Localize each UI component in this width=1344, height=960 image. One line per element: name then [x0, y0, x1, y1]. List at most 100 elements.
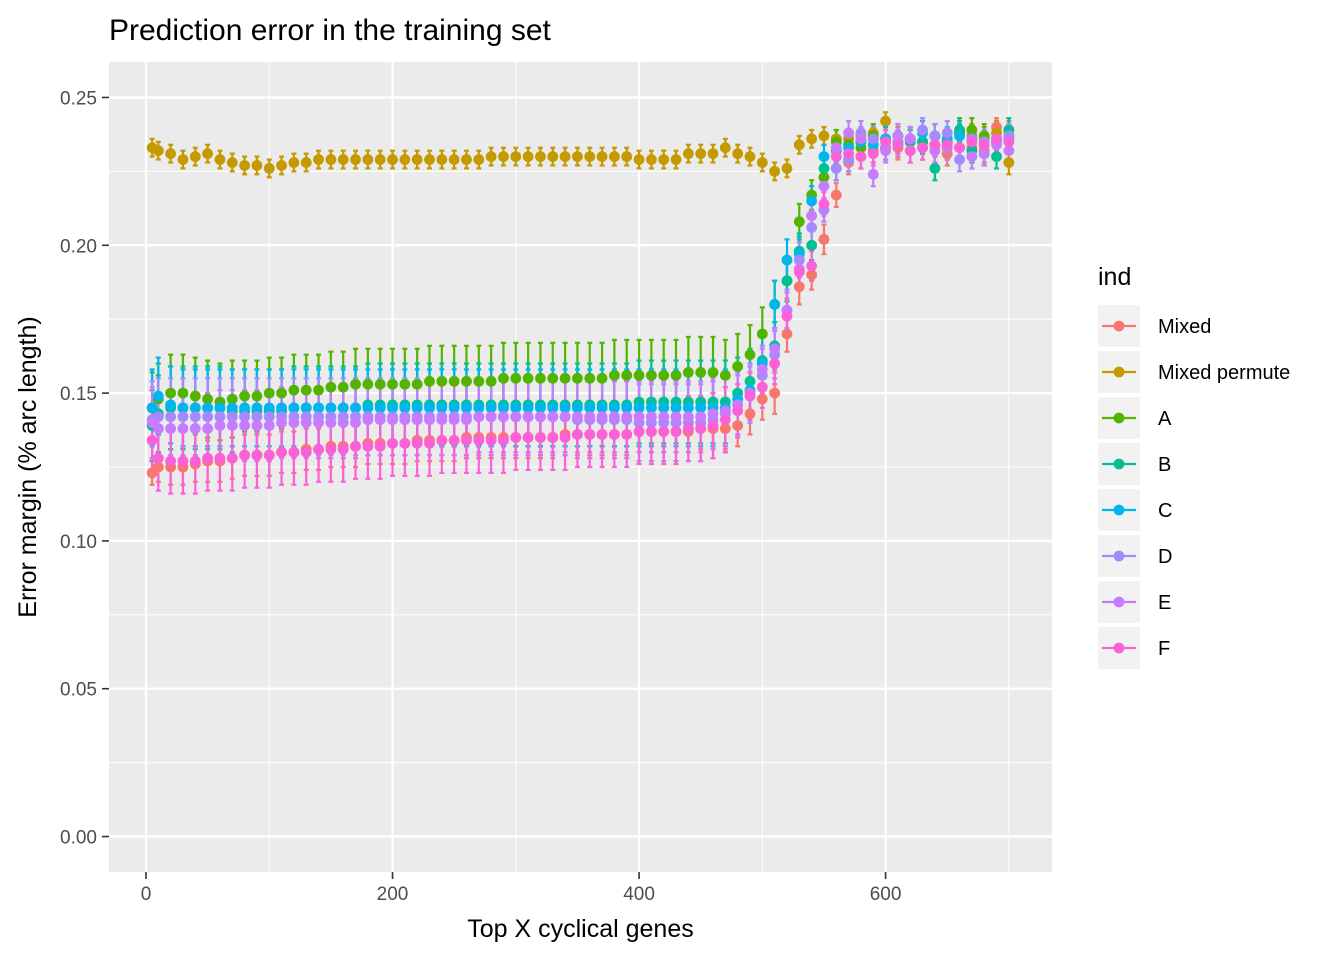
point-e [608, 411, 620, 423]
point-e [510, 411, 522, 423]
point-a [362, 378, 374, 390]
point-f [239, 449, 250, 461]
point-f [152, 452, 164, 464]
point-a [756, 328, 768, 340]
point-c [806, 195, 818, 207]
point-e [251, 420, 263, 432]
point-e [350, 417, 361, 429]
point-c [399, 402, 411, 414]
point-f [756, 381, 768, 393]
point-d [202, 411, 214, 423]
point-f [645, 426, 657, 437]
point-a [535, 372, 546, 384]
point-f [880, 136, 891, 148]
point-d [867, 133, 879, 145]
legend-key-point [1113, 412, 1125, 424]
point-mixed-permute [325, 154, 337, 165]
point-d [929, 130, 941, 142]
point-e [670, 411, 682, 423]
point-a [522, 372, 534, 384]
point-c [177, 402, 189, 414]
point-mixed-permute [608, 151, 620, 162]
point-f [892, 139, 904, 151]
point-c [461, 402, 472, 414]
point-a [707, 367, 719, 378]
point-c [436, 402, 448, 414]
point-e [374, 414, 386, 426]
point-c [695, 402, 707, 414]
point-f [189, 455, 201, 467]
point-c [670, 402, 682, 414]
point-mixed-permute [461, 154, 472, 165]
point-c [288, 402, 300, 414]
point-e [806, 210, 818, 222]
point-f [559, 432, 571, 443]
legend-label: A [1158, 408, 1172, 430]
y-tick-labels: 0.00 0.05 0.10 0.15 0.20 0.25 [60, 88, 97, 848]
point-c [300, 402, 312, 414]
point-a [313, 384, 324, 396]
point-e [830, 142, 842, 154]
point-mixed-permute [596, 151, 608, 162]
point-e [658, 411, 670, 423]
point-e [559, 411, 571, 423]
point-e [473, 411, 485, 423]
point-f [608, 429, 620, 440]
point-mixed-permute [288, 157, 300, 168]
y-tick-label: 0.00 [60, 828, 97, 849]
point-c [781, 254, 793, 266]
point-mixed-permute [732, 148, 744, 160]
point-mixed-permute [387, 154, 398, 165]
point-f [288, 446, 300, 458]
point-d [226, 411, 238, 423]
point-f [855, 151, 867, 162]
point-c [535, 402, 546, 414]
point-f [448, 434, 460, 446]
point-e [276, 417, 287, 429]
point-f [954, 142, 965, 154]
point-f [769, 358, 781, 369]
point-c [658, 402, 670, 414]
point-f [670, 426, 682, 437]
point-e [978, 148, 990, 160]
point-e [300, 417, 312, 429]
point-b [806, 239, 818, 251]
point-mixed-permute [251, 160, 263, 171]
point-f [658, 426, 670, 437]
point-mixed-permute [399, 154, 411, 165]
point-e [719, 405, 731, 417]
point-a [411, 378, 423, 390]
point-c [362, 402, 374, 414]
point-a [719, 369, 731, 381]
point-a [633, 369, 645, 381]
point-mixed-permute [337, 154, 349, 165]
point-a [966, 124, 978, 136]
point-a [547, 372, 559, 384]
point-a [239, 390, 250, 402]
point-a [608, 369, 620, 381]
point-f [263, 449, 275, 461]
point-mixed-permute [374, 154, 386, 165]
point-b [781, 275, 793, 287]
point-c [146, 402, 158, 414]
legend-key-point [1113, 642, 1125, 654]
point-e [387, 414, 398, 426]
point-mixed-permute [756, 157, 768, 168]
point-a [818, 171, 830, 183]
point-mixed-permute [498, 151, 509, 162]
point-e [584, 411, 596, 423]
point-d [793, 254, 805, 266]
point-mixed-permute [522, 151, 534, 162]
point-f [793, 266, 805, 278]
point-mixed-permute [670, 154, 682, 165]
point-a [337, 381, 349, 393]
x-tick-label: 0 [141, 884, 152, 905]
point-e [855, 133, 867, 145]
point-a [165, 387, 177, 399]
point-f [843, 148, 855, 160]
point-c [374, 402, 386, 414]
point-mixed [732, 420, 744, 432]
point-f [682, 423, 694, 434]
point-mixed-permute [547, 151, 559, 162]
point-mixed [806, 269, 818, 281]
